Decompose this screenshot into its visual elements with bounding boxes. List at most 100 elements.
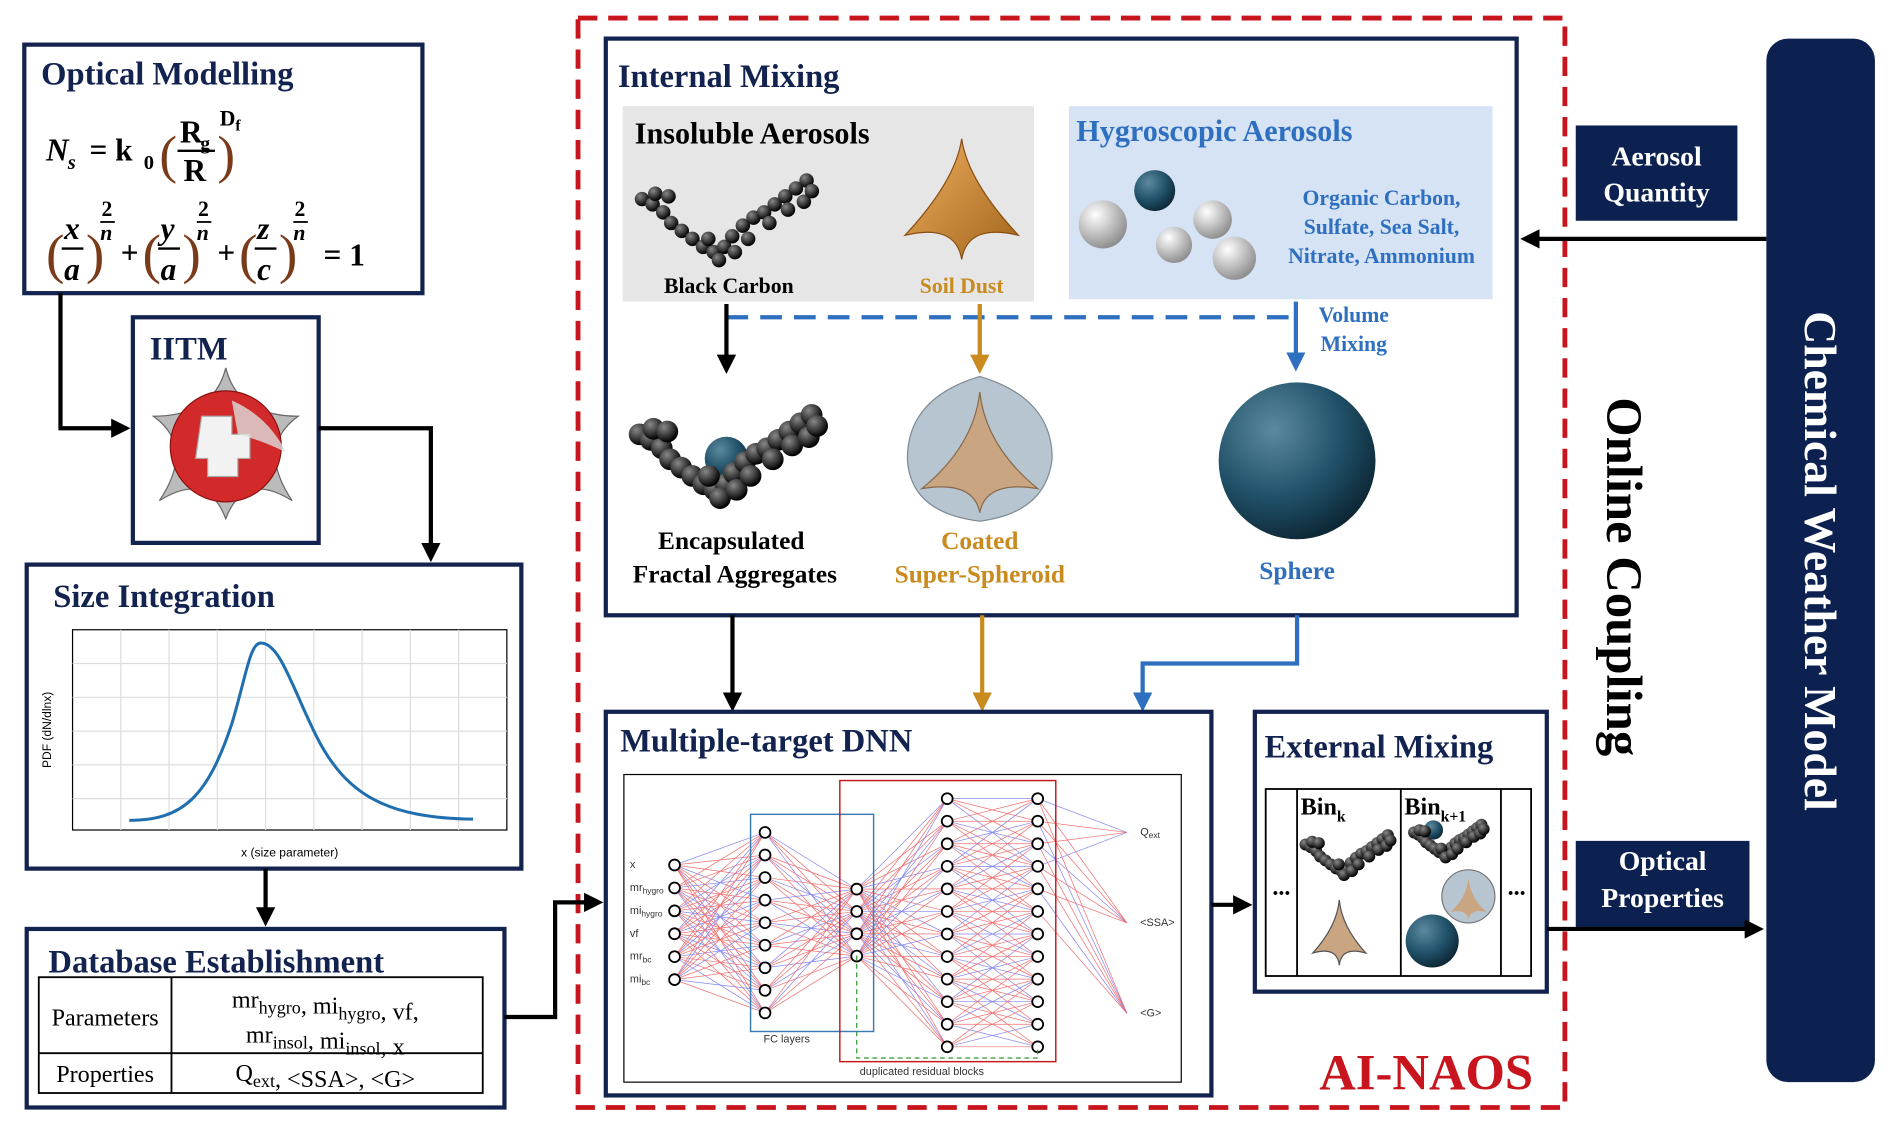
dnn-edge: [764, 888, 858, 1014]
dnn-label-text: mr: [630, 882, 643, 894]
dnn-label-text: mr: [630, 951, 643, 963]
eq-text: f: [235, 117, 241, 134]
dnn-edge: [1037, 820, 1128, 924]
dnn-node: [1031, 792, 1045, 805]
particle: [1212, 236, 1257, 280]
carbon-sphere: [761, 448, 784, 471]
dnn-edge: [1037, 798, 1128, 924]
eq-text: z: [256, 211, 270, 246]
x-label: x (size parameter): [241, 846, 338, 860]
cell-item: <SSA>: [287, 1067, 358, 1093]
dnn-title: Multiple-target DNN: [620, 724, 913, 760]
dnn-edge: [1037, 820, 1128, 833]
internal-title: Internal Mixing: [618, 59, 840, 95]
dnn-edge: [764, 888, 857, 969]
bin-sphere: [1405, 914, 1459, 968]
shape-label: Fractal Aggregates: [633, 561, 837, 589]
sphere-icon: [1218, 382, 1376, 540]
dnn-edge: [1037, 843, 1128, 1014]
dnn-edge: [1037, 843, 1128, 924]
cwm-label: Chemical Weather Model: [1795, 311, 1846, 811]
eq-text: D: [220, 106, 236, 130]
dnn-edge: [947, 798, 1038, 822]
carbon-sphere: [796, 194, 812, 209]
carbon-sphere: [739, 465, 762, 487]
dnn-label-text: <SSA>: [1140, 917, 1174, 929]
dnn-edge: [946, 820, 1038, 890]
particle: [1134, 170, 1176, 212]
dnn-edge: [856, 911, 948, 957]
eq-text: n: [293, 221, 305, 245]
dnn-node: [758, 961, 772, 975]
eq-text: y: [157, 211, 176, 246]
external-title: External Mixing: [1264, 730, 1493, 766]
carbon-sphere: [724, 228, 740, 244]
species: Organic Carbon,: [1303, 186, 1461, 210]
dnn-edge: [947, 843, 1038, 890]
insoluble-title: Insoluble Aerosols: [635, 117, 870, 151]
cell-item: Q: [235, 1061, 252, 1087]
dnn-node: [850, 905, 864, 918]
carbon-sphere: [1352, 858, 1365, 871]
dnn-edge: [946, 843, 1038, 912]
dnn-edge: [947, 820, 1038, 867]
table: [37, 976, 484, 1094]
ellipsis: ...: [1272, 875, 1290, 901]
dnn-edge: [856, 955, 948, 980]
skip-connection: [856, 955, 1039, 1059]
eq-text: a: [161, 252, 177, 287]
carbon-sphere: [767, 197, 782, 212]
dnn-edge: [764, 832, 857, 890]
eq-text: (: [159, 127, 177, 185]
dnn-node: [940, 814, 954, 828]
dnn-node: [668, 858, 681, 872]
dnn-node: [758, 938, 772, 952]
carbon-sphere: [762, 215, 777, 231]
dnn-edge: [1037, 888, 1128, 1014]
bin-dust: [1450, 878, 1487, 920]
dnn-edge: [946, 798, 1038, 867]
cell-item: <G>: [371, 1067, 416, 1093]
dnn-node: [1031, 1017, 1045, 1031]
bin-label: Bink+1: [1404, 794, 1466, 825]
dnn-edge: [946, 933, 1038, 1002]
shape-label: Sphere: [1259, 557, 1335, 585]
eq-text: 0: [144, 152, 154, 174]
dnn-edge: [947, 978, 1038, 1025]
eq-text: (: [143, 225, 161, 286]
shape-label: Coated: [941, 527, 1018, 555]
space: [405, 1034, 411, 1060]
dnn-edge: [856, 821, 948, 957]
cell-item: x: [393, 1034, 405, 1060]
fractal-icon: [628, 404, 829, 509]
carbon-sphere: [781, 434, 804, 457]
dnn-node: [940, 950, 954, 963]
dnn-edge: [1037, 832, 1128, 845]
cwm-box: [1766, 38, 1875, 1083]
eq-text: (: [239, 225, 257, 286]
dnn-edge: [946, 866, 1038, 935]
carbon-sphere: [663, 215, 679, 231]
spheroid-icon: [906, 375, 1053, 522]
dnn-edge: [764, 888, 857, 946]
size-title: Size Integration: [53, 579, 275, 615]
iitm-shape: [151, 367, 301, 521]
op-label: Optical: [1619, 846, 1707, 877]
eq-text: ): [86, 225, 104, 286]
dnn-label-sub: bc: [643, 955, 652, 965]
dnn-edge: [764, 933, 857, 1014]
bin-text: Bin: [1301, 794, 1338, 820]
carbon-sphere: [674, 223, 690, 239]
separator: ,: [381, 1034, 387, 1060]
dnn-label-text: mi: [630, 973, 641, 985]
dnn-node: [940, 905, 954, 918]
dnn-edge: [1037, 866, 1128, 1014]
y-label: PDF (dN/dlnx): [40, 692, 54, 768]
dnn-edge: [946, 978, 1038, 1048]
dnn-label: mihygro: [630, 905, 663, 919]
aq-label: Quantity: [1603, 177, 1709, 208]
dnn-label-text: <G>: [1140, 1007, 1161, 1019]
eq-text: 2: [295, 197, 306, 221]
dnn-edge: [947, 1023, 1038, 1048]
bin-dust: [1310, 899, 1368, 966]
